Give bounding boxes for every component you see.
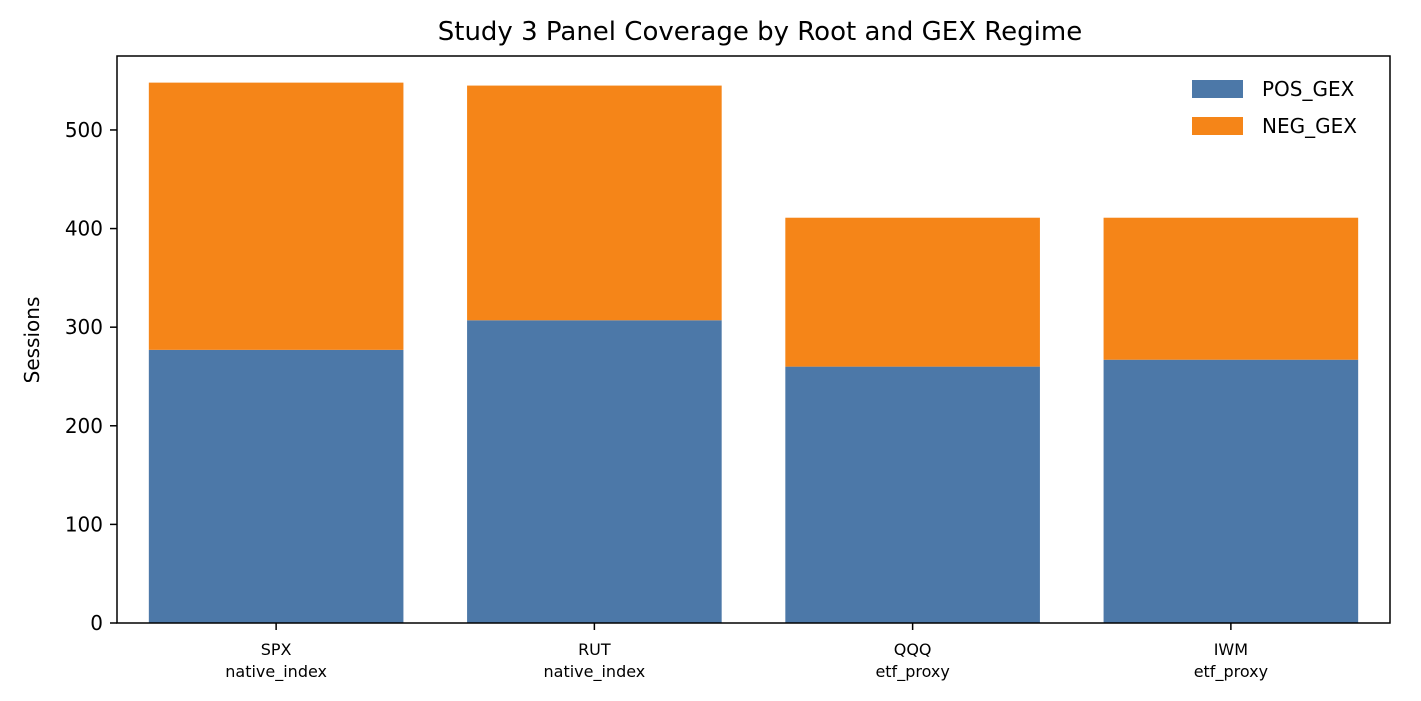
- bar-neg-gex-spx: [148, 82, 404, 350]
- x-tick-label-root: RUT: [578, 640, 611, 659]
- legend-swatch-pos-gex: [1192, 80, 1243, 98]
- legend-swatch-neg-gex: [1192, 117, 1243, 135]
- legend-label-pos-gex: POS_GEX: [1262, 77, 1355, 101]
- plot-frame: [116, 55, 1391, 624]
- bar-pos-gex-iwm: [1103, 359, 1359, 623]
- y-axis-label: Sessions: [20, 297, 44, 384]
- y-tick-label: 500: [65, 118, 103, 142]
- y-tick-label: 400: [65, 217, 103, 241]
- legend-label-neg-gex: NEG_GEX: [1262, 114, 1357, 138]
- plot-area: 0 100 200 300 400 500 SPX native_index RUT native…: [65, 55, 1391, 682]
- y-tick-label: 200: [65, 414, 103, 438]
- bar-pos-gex-rut: [467, 320, 722, 623]
- x-tick-label-group: etf_proxy: [875, 662, 949, 682]
- bar-neg-gex-iwm: [1103, 217, 1359, 360]
- x-tick-label-root: SPX: [261, 640, 292, 659]
- x-tick-label-group: etf_proxy: [1194, 662, 1268, 682]
- x-tick-label-root: IWM: [1214, 640, 1248, 659]
- x-tick-label-root: QQQ: [894, 640, 932, 659]
- y-tick-label: 300: [65, 315, 103, 339]
- bar-neg-gex-rut: [467, 85, 722, 321]
- y-tick-label: 100: [65, 512, 103, 536]
- x-tick-label-group: native_index: [544, 662, 646, 682]
- bar-neg-gex-qqq: [785, 217, 1040, 367]
- bar-pos-gex-spx: [148, 349, 404, 623]
- legend: POS_GEX NEG_GEX: [1192, 77, 1357, 138]
- y-tick-label: 0: [90, 611, 103, 635]
- x-tick-label-group: native_index: [225, 662, 327, 682]
- chart-title: Study 3 Panel Coverage by Root and GEX R…: [438, 17, 1082, 47]
- bar-pos-gex-qqq: [785, 366, 1040, 623]
